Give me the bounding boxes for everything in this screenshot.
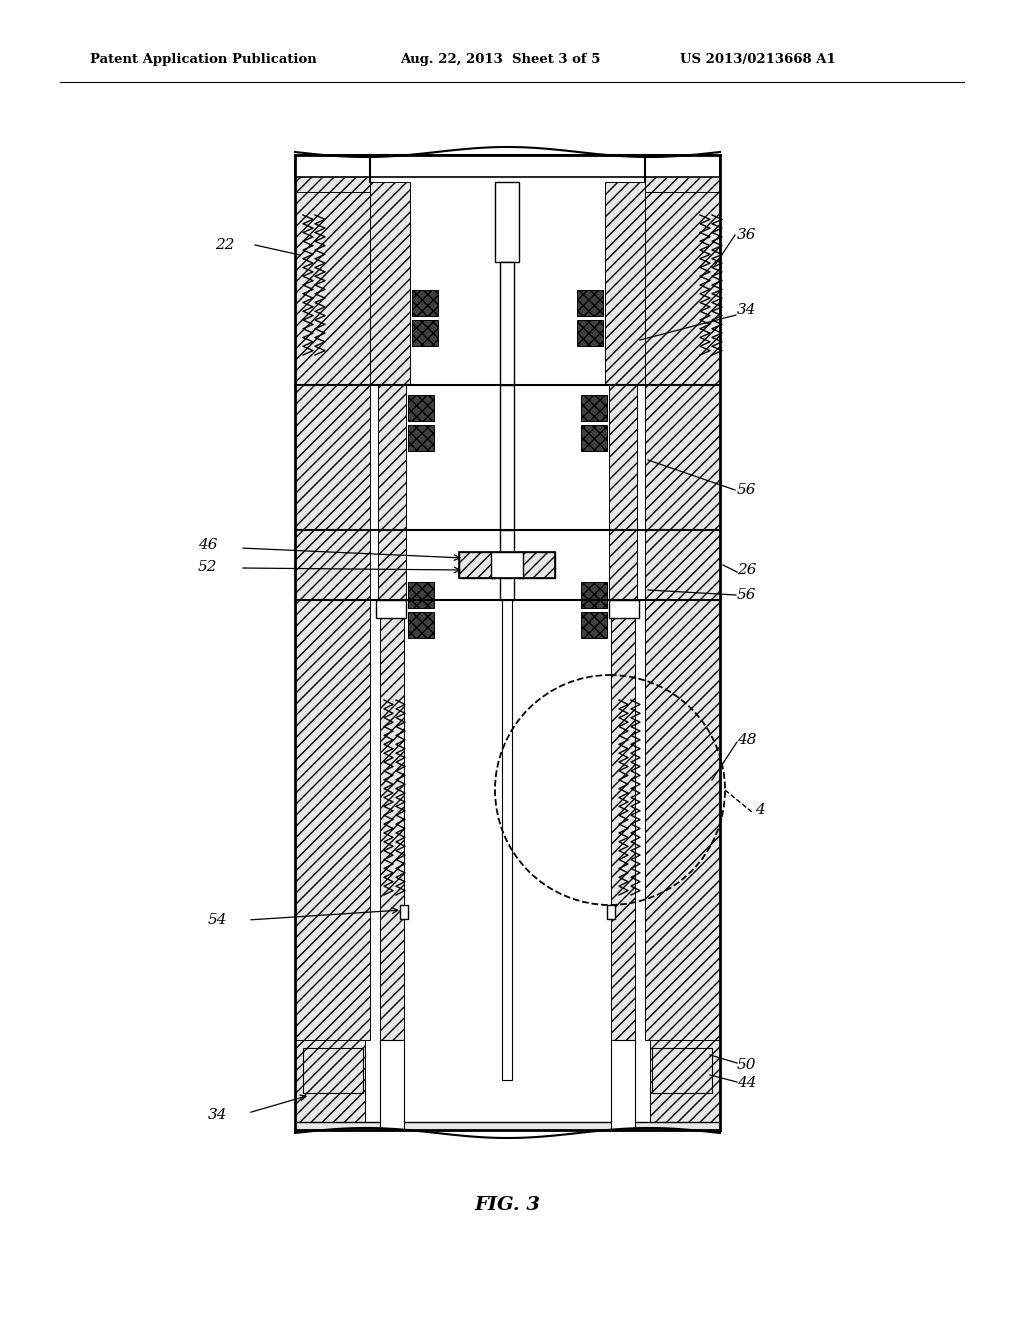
Bar — [490, 552, 523, 578]
Bar — [380, 1040, 404, 1130]
Text: 56: 56 — [737, 587, 757, 602]
Bar — [502, 601, 512, 1080]
Bar — [459, 552, 555, 578]
Bar — [581, 582, 607, 609]
Text: 48: 48 — [737, 733, 757, 747]
Text: 52: 52 — [198, 560, 217, 574]
Bar — [295, 1040, 365, 1130]
Bar — [295, 1122, 720, 1130]
Bar — [408, 582, 434, 609]
Bar — [650, 1040, 720, 1130]
Bar — [408, 612, 434, 638]
Bar — [611, 1040, 635, 1130]
Text: 54: 54 — [208, 913, 227, 927]
Bar — [408, 425, 434, 451]
Bar — [408, 395, 434, 421]
Bar — [581, 395, 607, 421]
Bar — [645, 154, 720, 191]
Text: Patent Application Publication: Patent Application Publication — [90, 54, 316, 66]
Text: Aug. 22, 2013  Sheet 3 of 5: Aug. 22, 2013 Sheet 3 of 5 — [400, 54, 600, 66]
Bar — [370, 182, 410, 385]
Text: FIG. 3: FIG. 3 — [474, 1196, 540, 1214]
Bar — [611, 601, 635, 1040]
Bar — [500, 531, 514, 601]
Bar — [581, 612, 607, 638]
Text: 36: 36 — [737, 228, 757, 242]
Bar — [412, 290, 438, 315]
Bar — [400, 906, 408, 919]
Bar — [500, 261, 514, 385]
Bar — [609, 531, 637, 601]
Bar — [380, 601, 404, 1040]
Bar — [376, 601, 406, 618]
Bar — [645, 601, 720, 1040]
Bar — [581, 425, 607, 451]
Bar — [295, 154, 370, 191]
Bar — [577, 290, 603, 315]
Text: 34: 34 — [737, 304, 757, 317]
Bar — [652, 1048, 712, 1093]
Text: 56: 56 — [737, 483, 757, 498]
Bar — [412, 319, 438, 346]
Bar — [295, 154, 720, 177]
Bar — [295, 385, 370, 531]
Bar — [303, 1048, 362, 1093]
Bar — [609, 385, 637, 531]
Bar — [295, 531, 370, 601]
Text: 44: 44 — [737, 1076, 757, 1090]
Text: 34: 34 — [208, 1107, 227, 1122]
Text: 4: 4 — [755, 803, 765, 817]
Text: US 2013/0213668 A1: US 2013/0213668 A1 — [680, 54, 836, 66]
Bar — [645, 531, 720, 601]
Text: 26: 26 — [737, 564, 757, 577]
Bar — [500, 385, 514, 531]
Bar — [378, 385, 406, 531]
Bar — [295, 154, 370, 385]
Bar — [459, 552, 495, 578]
Bar — [378, 531, 406, 601]
Bar — [645, 154, 720, 385]
Bar — [645, 385, 720, 531]
Bar — [577, 319, 603, 346]
Text: 22: 22 — [215, 238, 234, 252]
Text: 46: 46 — [198, 539, 217, 552]
Bar — [495, 182, 519, 261]
Bar — [519, 552, 555, 578]
Bar — [607, 906, 615, 919]
Bar — [295, 601, 370, 1040]
Text: 50: 50 — [737, 1059, 757, 1072]
Bar — [605, 182, 645, 385]
Bar — [609, 601, 639, 618]
